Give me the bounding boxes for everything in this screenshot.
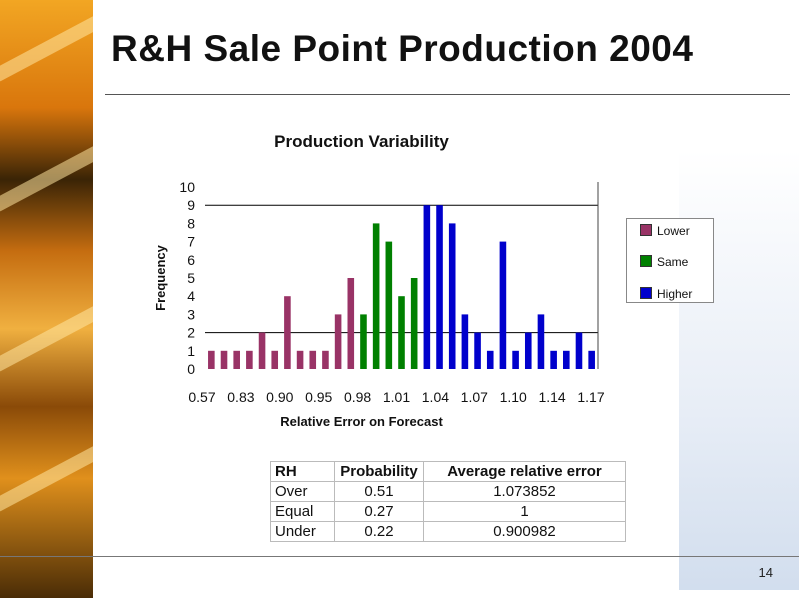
table-row: Equal 0.27 1 — [270, 501, 626, 522]
bar-lower — [334, 314, 342, 369]
legend-swatch-same — [640, 255, 652, 267]
table-cell: Over — [270, 481, 335, 502]
bar-higher — [474, 332, 481, 369]
table-cell: 1 — [423, 501, 626, 522]
legend-swatch-lower — [640, 224, 652, 236]
legend-swatch-higher — [640, 287, 652, 299]
y-tick-label: 4 — [187, 288, 195, 304]
decorative-streak — [0, 142, 93, 212]
y-tick-label: 6 — [187, 252, 195, 268]
bar-higher — [550, 350, 557, 369]
chart-legend: Lower Same Higher — [626, 218, 714, 303]
x-tick-label: 0.90 — [266, 389, 293, 405]
x-tick-label: 0.95 — [305, 389, 332, 405]
x-tick-label: 0.98 — [344, 389, 371, 405]
table-cell: Under — [270, 521, 335, 542]
bar-lower — [309, 350, 317, 369]
y-tick-label: 0 — [187, 361, 195, 377]
y-tick-label: 5 — [187, 270, 195, 286]
bar-lower — [208, 350, 215, 369]
bar-higher — [512, 350, 519, 369]
table-row: Under 0.22 0.900982 — [270, 521, 626, 542]
title-divider — [105, 94, 790, 95]
bar-higher — [436, 205, 443, 369]
table-header-row: RH Probability Average relative error — [270, 461, 626, 482]
table-cell: Equal — [270, 501, 335, 522]
bar-lower — [296, 350, 304, 369]
chart-title: Production Variability — [274, 132, 449, 151]
production-variability-chart: Production Variability 0 1 2 3 4 5 6 7 8 9 10 Freque… — [153, 132, 605, 429]
bar-higher — [486, 350, 494, 369]
page-number: 14 — [758, 565, 773, 580]
bar-lower — [258, 332, 266, 369]
decorative-left-strip — [0, 0, 93, 598]
bar-lower — [271, 350, 279, 369]
y-tick-label: 2 — [187, 325, 195, 341]
decorative-streak — [0, 442, 93, 512]
x-tick-label: 1.14 — [538, 389, 565, 405]
x-tick-label: 1.17 — [577, 389, 604, 405]
bar-lower — [322, 350, 329, 369]
table-row: Over 0.51 1.073852 — [270, 481, 626, 502]
decorative-background-image — [679, 150, 799, 590]
table-cell: 0.900982 — [423, 521, 626, 542]
bar-higher — [563, 350, 570, 369]
bar-lower — [347, 278, 355, 369]
bar-same — [410, 278, 418, 369]
bar-higher — [588, 350, 595, 369]
decorative-streak — [0, 12, 93, 82]
y-tick-label: 8 — [187, 215, 195, 231]
legend-label-lower: Lower — [657, 224, 690, 238]
legend-item-higher: Higher — [640, 287, 692, 301]
table-cell: 0.22 — [334, 521, 424, 542]
bar-lower — [220, 350, 228, 369]
bar-lower — [246, 350, 253, 369]
x-tick-label: 1.04 — [422, 389, 449, 405]
bar-higher — [499, 241, 507, 369]
table-cell: 0.51 — [334, 481, 424, 502]
bar-higher — [448, 223, 456, 369]
table-cell: 1.073852 — [423, 481, 626, 502]
table-header-rh: RH — [270, 461, 335, 482]
y-tick-label: 10 — [179, 179, 195, 195]
bar-higher — [575, 332, 583, 369]
y-tick-label: 9 — [187, 197, 195, 213]
x-axis-label: Relative Error on Forecast — [280, 414, 443, 429]
table-header-probability: Probability — [334, 461, 424, 482]
bar-same — [398, 296, 405, 369]
bar-lower — [233, 350, 240, 369]
x-tick-label: 1.01 — [383, 389, 410, 405]
bar-same — [372, 223, 380, 369]
legend-label-same: Same — [657, 255, 689, 269]
table-header-average-relative-error: Average relative error — [423, 461, 626, 482]
x-tick-label: 1.10 — [500, 389, 527, 405]
y-tick-label: 7 — [187, 234, 195, 250]
y-tick-label: 3 — [187, 306, 195, 322]
x-tick-label: 0.83 — [227, 389, 254, 405]
bar-higher — [524, 332, 532, 369]
summary-table: RH Probability Average relative error Ov… — [270, 461, 626, 542]
legend-item-same: Same — [640, 255, 688, 269]
footer-divider — [0, 556, 799, 557]
bar-same — [385, 241, 393, 369]
decorative-streak — [0, 302, 93, 372]
bar-lower — [284, 296, 291, 369]
y-axis-label: Frequency — [153, 244, 168, 311]
bar-same — [360, 314, 367, 369]
y-tick-label: 1 — [187, 343, 195, 359]
x-tick-label: 1.07 — [461, 389, 488, 405]
bar-higher — [537, 314, 545, 369]
bar-higher — [423, 205, 431, 369]
x-tick-label: 0.57 — [188, 389, 215, 405]
slide-title: R&H Sale Point Production 2004 — [111, 28, 694, 69]
bar-higher — [461, 314, 469, 369]
table-cell: 0.27 — [334, 501, 424, 522]
legend-label-higher: Higher — [657, 287, 693, 301]
legend-item-lower: Lower — [640, 224, 690, 238]
